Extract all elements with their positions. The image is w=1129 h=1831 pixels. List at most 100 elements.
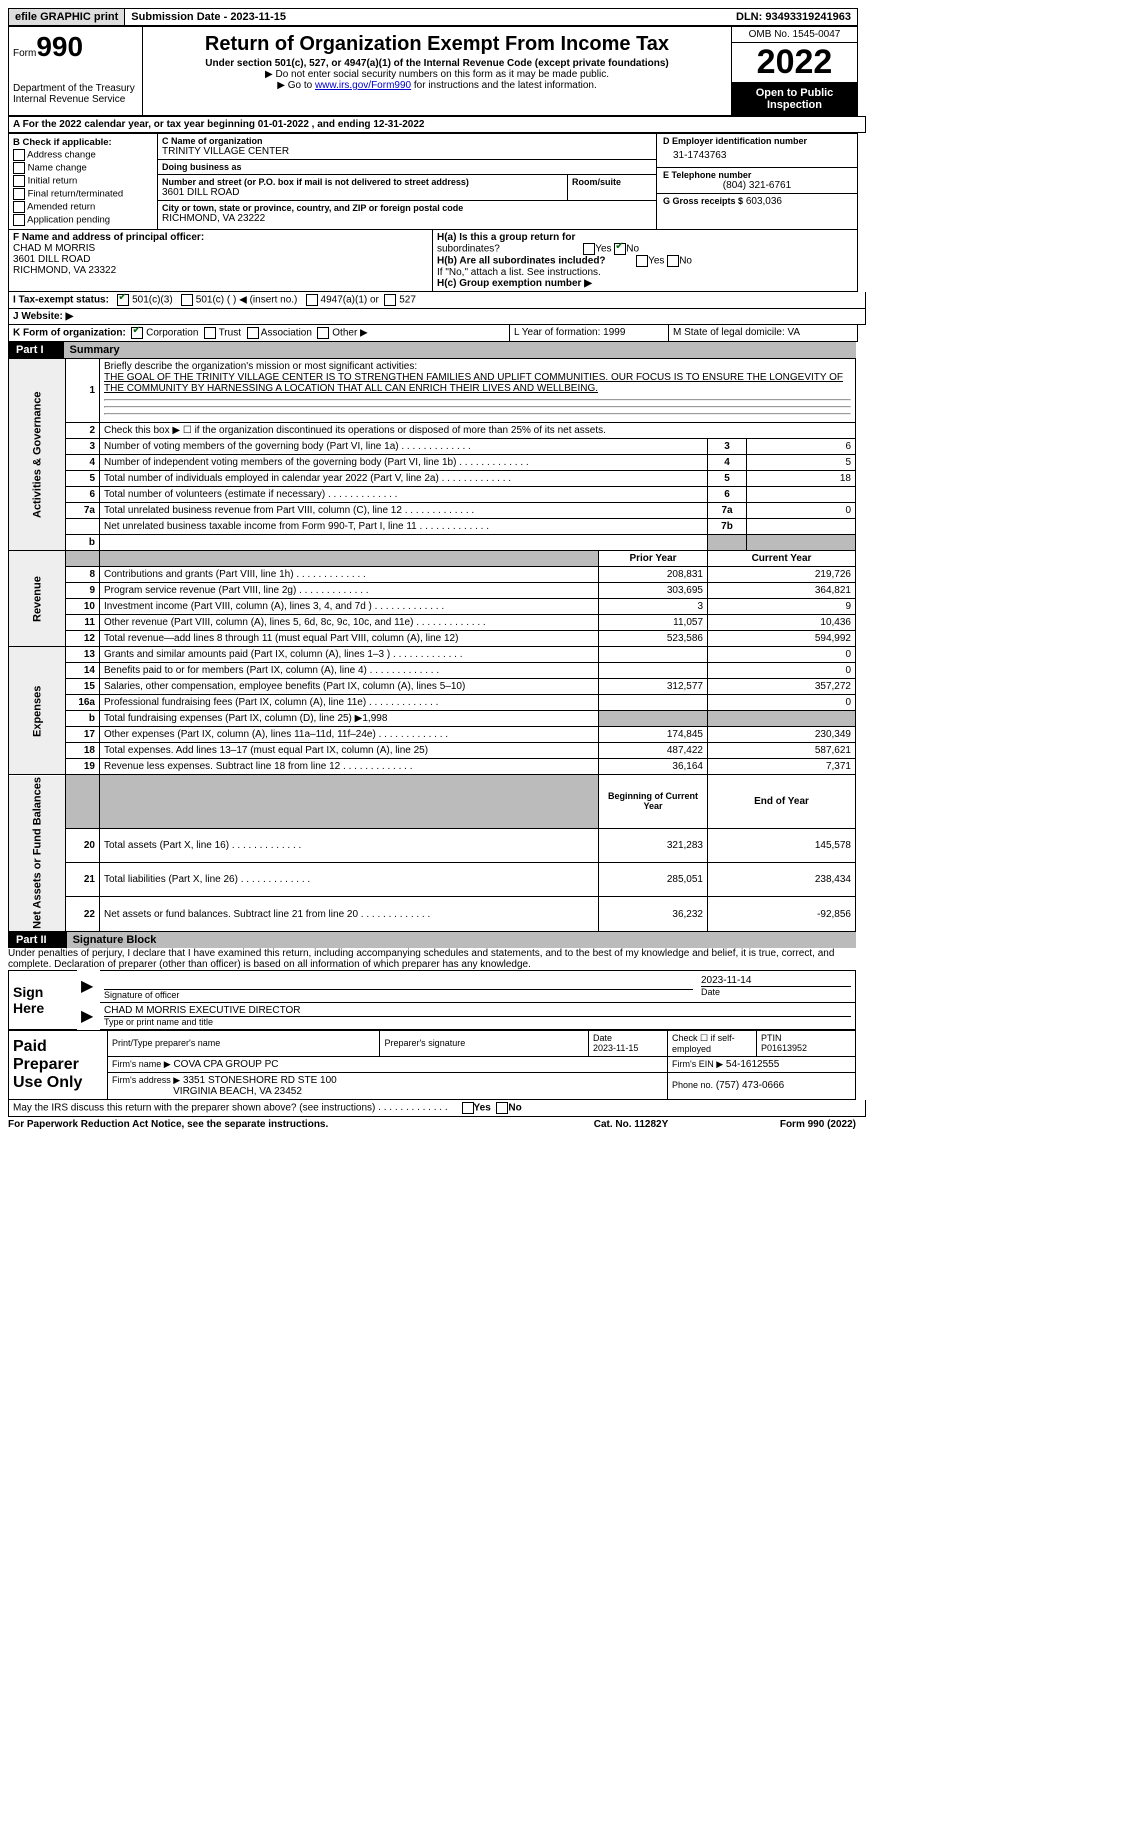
cb-corp[interactable] — [131, 327, 143, 339]
org-name-label: C Name of organization — [162, 136, 652, 146]
cb-discuss-yes[interactable] — [462, 1102, 474, 1114]
form-title: Return of Organization Exempt From Incom… — [147, 33, 727, 56]
cb-trust[interactable] — [204, 327, 216, 339]
form-header: Form990 Department of the Treasury Inter… — [8, 26, 858, 116]
firm-addr2: VIRGINIA BEACH, VA 23452 — [173, 1086, 302, 1097]
table-row: bTotal fundraising expenses (Part IX, co… — [9, 711, 856, 727]
gross-cell: G Gross receipts $ 603,036 — [657, 194, 857, 209]
address-row: Number and street (or P.O. box if mail i… — [158, 175, 656, 201]
city-cell: City or town, state or province, country… — [158, 201, 656, 226]
part-ii-title: Signature Block — [67, 932, 856, 948]
part-i-header: Part I Summary — [8, 342, 856, 358]
table-row: 6Total number of volunteers (estimate if… — [9, 487, 856, 503]
prep-date-label: Date — [593, 1033, 612, 1043]
cb-app-pending[interactable]: Application pending — [13, 214, 153, 226]
self-employed-check[interactable]: Check ☐ if self-employed — [668, 1030, 757, 1056]
part-ii-header: Part II Signature Block — [8, 932, 856, 948]
table-row: Net unrelated business taxable income fr… — [9, 519, 856, 535]
col-b-title: B Check if applicable: — [13, 137, 153, 148]
print-name-label: Type or print name and title — [104, 1017, 851, 1027]
preparer-name-label: Print/Type preparer's name — [108, 1030, 380, 1056]
tax-exempt-row: I Tax-exempt status: 501(c)(3) 501(c) ( … — [8, 292, 866, 309]
cb-discuss-no[interactable] — [496, 1102, 508, 1114]
cb-address-change[interactable]: Address change — [13, 149, 153, 161]
table-row: 20Total assets (Part X, line 16)321,2831… — [9, 828, 856, 862]
beg-year-header: Beginning of Current Year — [599, 775, 708, 829]
city-state-zip: RICHMOND, VA 23222 — [162, 213, 652, 224]
table-row: 17Other expenses (Part IX, column (A), l… — [9, 727, 856, 743]
state-domicile: M State of legal domicile: VA — [668, 325, 857, 341]
form-label: Form — [13, 48, 36, 59]
table-row: 4Number of independent voting members of… — [9, 455, 856, 471]
cb-501c[interactable] — [181, 294, 193, 306]
table-row: 14Benefits paid to or for members (Part … — [9, 663, 856, 679]
paperwork-notice: For Paperwork Reduction Act Notice, see … — [8, 1119, 556, 1130]
org-name: TRINITY VILLAGE CENTER — [162, 146, 652, 157]
paid-preparer-label: Paid Preparer Use Only — [9, 1030, 108, 1099]
part-i-label: Part I — [16, 344, 64, 356]
ein-value: 31-1743763 — [663, 146, 851, 165]
form-ref: Form 990 (2022) — [706, 1119, 856, 1130]
cb-name-change[interactable]: Name change — [13, 162, 153, 174]
org-name-cell: C Name of organization TRINITY VILLAGE C… — [158, 134, 656, 160]
table-row: 16aProfessional fundraising fees (Part I… — [9, 695, 856, 711]
submission-date: Submission Date - 2023-11-15 — [125, 9, 292, 25]
header-center: Return of Organization Exempt From Incom… — [143, 27, 731, 115]
mission-cell: Briefly describe the organization's miss… — [100, 359, 856, 423]
hc-row: H(c) Group exemption number ▶ — [437, 278, 853, 289]
cb-501c3[interactable] — [117, 294, 129, 306]
mission-text: THE GOAL OF THE TRINITY VILLAGE CENTER I… — [104, 372, 843, 394]
cb-other[interactable] — [317, 327, 329, 339]
discuss-question: May the IRS discuss this return with the… — [13, 1102, 448, 1113]
col-c-org-info: C Name of organization TRINITY VILLAGE C… — [158, 134, 656, 229]
table-row: 21Total liabilities (Part X, line 26)285… — [9, 863, 856, 897]
cb-final-return[interactable]: Final return/terminated — [13, 188, 153, 200]
firm-name-label: Firm's name ▶ — [112, 1059, 171, 1069]
date-label: Date — [701, 986, 851, 997]
exp-label: Expenses — [9, 647, 66, 775]
irs-link[interactable]: www.irs.gov/Form990 — [315, 80, 411, 91]
perjury-declaration: Under penalties of perjury, I declare th… — [8, 948, 856, 970]
section-a-calendar: A For the 2022 calendar year, or tax yea… — [8, 116, 866, 133]
table-row: 5Total number of individuals employed in… — [9, 471, 856, 487]
firm-addr1: 3351 STONESHORE RD STE 100 — [183, 1075, 337, 1086]
phone-label: Phone no. — [672, 1080, 713, 1090]
sign-date: 2023-11-14 — [701, 975, 851, 986]
cb-527[interactable] — [384, 294, 396, 306]
tax-year: 2022 — [732, 43, 857, 83]
arrow-icon: ▶ — [81, 1008, 93, 1025]
form-990-text: 990 — [36, 31, 83, 62]
current-year-header: Current Year — [708, 551, 856, 567]
prior-year-header: Prior Year — [599, 551, 708, 567]
ssn-warning: ▶ Do not enter social security numbers o… — [147, 69, 727, 80]
table-row: 9Program service revenue (Part VIII, lin… — [9, 583, 856, 599]
tel-label: E Telephone number — [663, 170, 851, 180]
room-label: Room/suite — [572, 177, 652, 187]
table-row: 15Salaries, other compensation, employee… — [9, 679, 856, 695]
ha-sub: subordinates? Yes No — [437, 243, 853, 255]
cb-initial-return[interactable]: Initial return — [13, 175, 153, 187]
header-right: OMB No. 1545-0047 2022 Open to Public In… — [731, 27, 857, 115]
tax-exempt-label: I Tax-exempt status: — [13, 295, 109, 306]
sig-officer-label: Signature of officer — [104, 990, 693, 1000]
part-ii-label: Part II — [16, 934, 67, 946]
room-suite: Room/suite — [568, 175, 656, 200]
cb-4947[interactable] — [306, 294, 318, 306]
tel-cell: E Telephone number (804) 321-6761 — [657, 168, 857, 194]
principal-officer: F Name and address of principal officer:… — [9, 230, 433, 291]
summary-table: Activities & Governance 1 Briefly descri… — [8, 358, 856, 932]
end-year-header: End of Year — [708, 775, 856, 829]
ptin-label: PTIN — [761, 1033, 782, 1043]
dba-cell: Doing business as — [158, 160, 656, 175]
goto-post: for instructions and the latest informat… — [411, 80, 597, 91]
table-row: 8Contributions and grants (Part VIII, li… — [9, 567, 856, 583]
arrow-icon: ▶ — [81, 978, 93, 995]
hb-row: H(b) Are all subordinates included? Yes … — [437, 255, 853, 267]
efile-print-button[interactable]: efile GRAPHIC print — [9, 9, 125, 25]
form-number: Form990 — [13, 31, 138, 63]
cb-amended[interactable]: Amended return — [13, 201, 153, 213]
cb-assoc[interactable] — [247, 327, 259, 339]
officer-addr2: RICHMOND, VA 23322 — [13, 265, 428, 276]
line-2: Check this box ▶ ☐ if the organization d… — [100, 423, 856, 439]
dba-label: Doing business as — [162, 162, 652, 172]
